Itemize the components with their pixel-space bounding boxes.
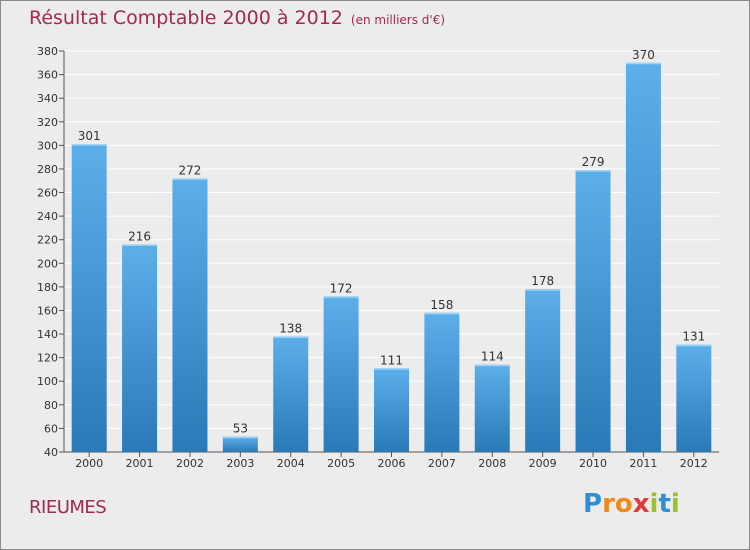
x-tick-label: 2012 <box>680 457 708 470</box>
bars <box>71 62 712 452</box>
chart-unit: (en milliers d'€) <box>350 13 446 27</box>
y-tick-label: 340 <box>37 92 58 105</box>
logo-letter: x <box>632 489 650 519</box>
y-tick-label: 240 <box>37 210 58 223</box>
labels: 40 60 80 100 120 140 160 180 200 220 240 260 280 300 3… <box>37 45 708 470</box>
logo-letter: P <box>583 489 603 519</box>
bar-2007 <box>424 312 460 452</box>
bar-highlight <box>424 312 460 315</box>
data-label: 172 <box>330 281 353 295</box>
y-tick-label: 260 <box>37 187 58 200</box>
x-tick-label: 2011 <box>629 457 657 470</box>
bar-highlight <box>273 336 309 338</box>
bar-highlight <box>222 436 258 439</box>
x-tick-label: 2003 <box>226 457 254 470</box>
x-tick-label: 2001 <box>126 457 154 470</box>
y-tick-label: 140 <box>37 328 58 341</box>
y-tick-label: 60 <box>44 422 58 435</box>
logo-letter: i <box>670 489 680 519</box>
y-tick-label: 380 <box>37 45 58 58</box>
bar-2011 <box>625 62 661 452</box>
x-tick-label: 2002 <box>176 457 204 470</box>
y-tick-label: 360 <box>37 69 58 82</box>
data-label: 216 <box>128 229 151 243</box>
y-tick-label: 300 <box>37 139 58 152</box>
data-label: 53 <box>233 422 248 436</box>
data-label: 301 <box>78 129 101 143</box>
bar-2010 <box>575 170 611 452</box>
logo-letter: o <box>614 489 633 519</box>
bar-2000 <box>71 144 107 452</box>
bar-2012 <box>676 344 712 452</box>
commune-name: RIEUMES <box>29 497 107 518</box>
y-tick-label: 120 <box>37 352 58 365</box>
data-label: 158 <box>430 298 453 312</box>
bar-2005 <box>323 296 359 452</box>
logo-letter: r <box>602 489 615 519</box>
bar-highlight <box>323 296 359 298</box>
bar-highlight <box>374 368 409 370</box>
bar-2008 <box>474 364 510 452</box>
y-tick-label: 40 <box>44 446 58 459</box>
x-tick-label: 2004 <box>277 457 305 470</box>
bar-2004 <box>273 336 309 452</box>
data-label: 138 <box>279 321 302 335</box>
bar-highlight <box>575 170 611 172</box>
logo-letter: t <box>658 489 671 519</box>
data-label: 279 <box>582 155 605 169</box>
data-label: 114 <box>481 350 504 364</box>
bar-2006 <box>374 368 409 452</box>
y-tick-label: 100 <box>37 375 58 388</box>
x-tick-label: 2006 <box>378 457 406 470</box>
y-tick-label: 200 <box>37 257 58 270</box>
y-tick-label: 180 <box>37 281 58 294</box>
data-label: 370 <box>632 48 655 62</box>
y-tick-label: 220 <box>37 234 58 247</box>
y-tick-label: 80 <box>44 399 58 412</box>
data-label: 131 <box>682 330 705 344</box>
logo-letter: i <box>649 489 659 519</box>
x-tick-label: 2010 <box>579 457 607 470</box>
bar-highlight <box>474 364 510 367</box>
y-tick-label: 160 <box>37 304 58 317</box>
bar-highlight <box>122 244 158 246</box>
y-tick-label: 280 <box>37 163 58 176</box>
y-tick-label: 320 <box>37 116 58 129</box>
chart-title-text: Résultat Comptable 2000 à 2012 <box>29 7 343 29</box>
x-tick-label: 2009 <box>529 457 557 470</box>
data-label: 272 <box>179 163 202 177</box>
data-label: 111 <box>380 353 403 367</box>
bar-highlight <box>71 144 107 146</box>
data-label: 178 <box>531 274 554 288</box>
bar-2009 <box>525 289 561 452</box>
chart-title: Résultat Comptable 2000 à 2012 (en millie… <box>29 7 445 29</box>
x-tick-label: 2000 <box>75 457 103 470</box>
x-tick-label: 2005 <box>327 457 355 470</box>
proxiti-logo: Proxiti <box>583 489 680 519</box>
bar-highlight <box>676 344 712 347</box>
bar-highlight <box>525 289 561 291</box>
bar-2002 <box>172 178 208 452</box>
x-tick-label: 2008 <box>478 457 506 470</box>
bar-2001 <box>122 244 158 452</box>
x-tick-label: 2007 <box>428 457 456 470</box>
bar-highlight <box>172 178 208 180</box>
bar-highlight <box>625 62 661 65</box>
bar-2003 <box>222 436 258 452</box>
